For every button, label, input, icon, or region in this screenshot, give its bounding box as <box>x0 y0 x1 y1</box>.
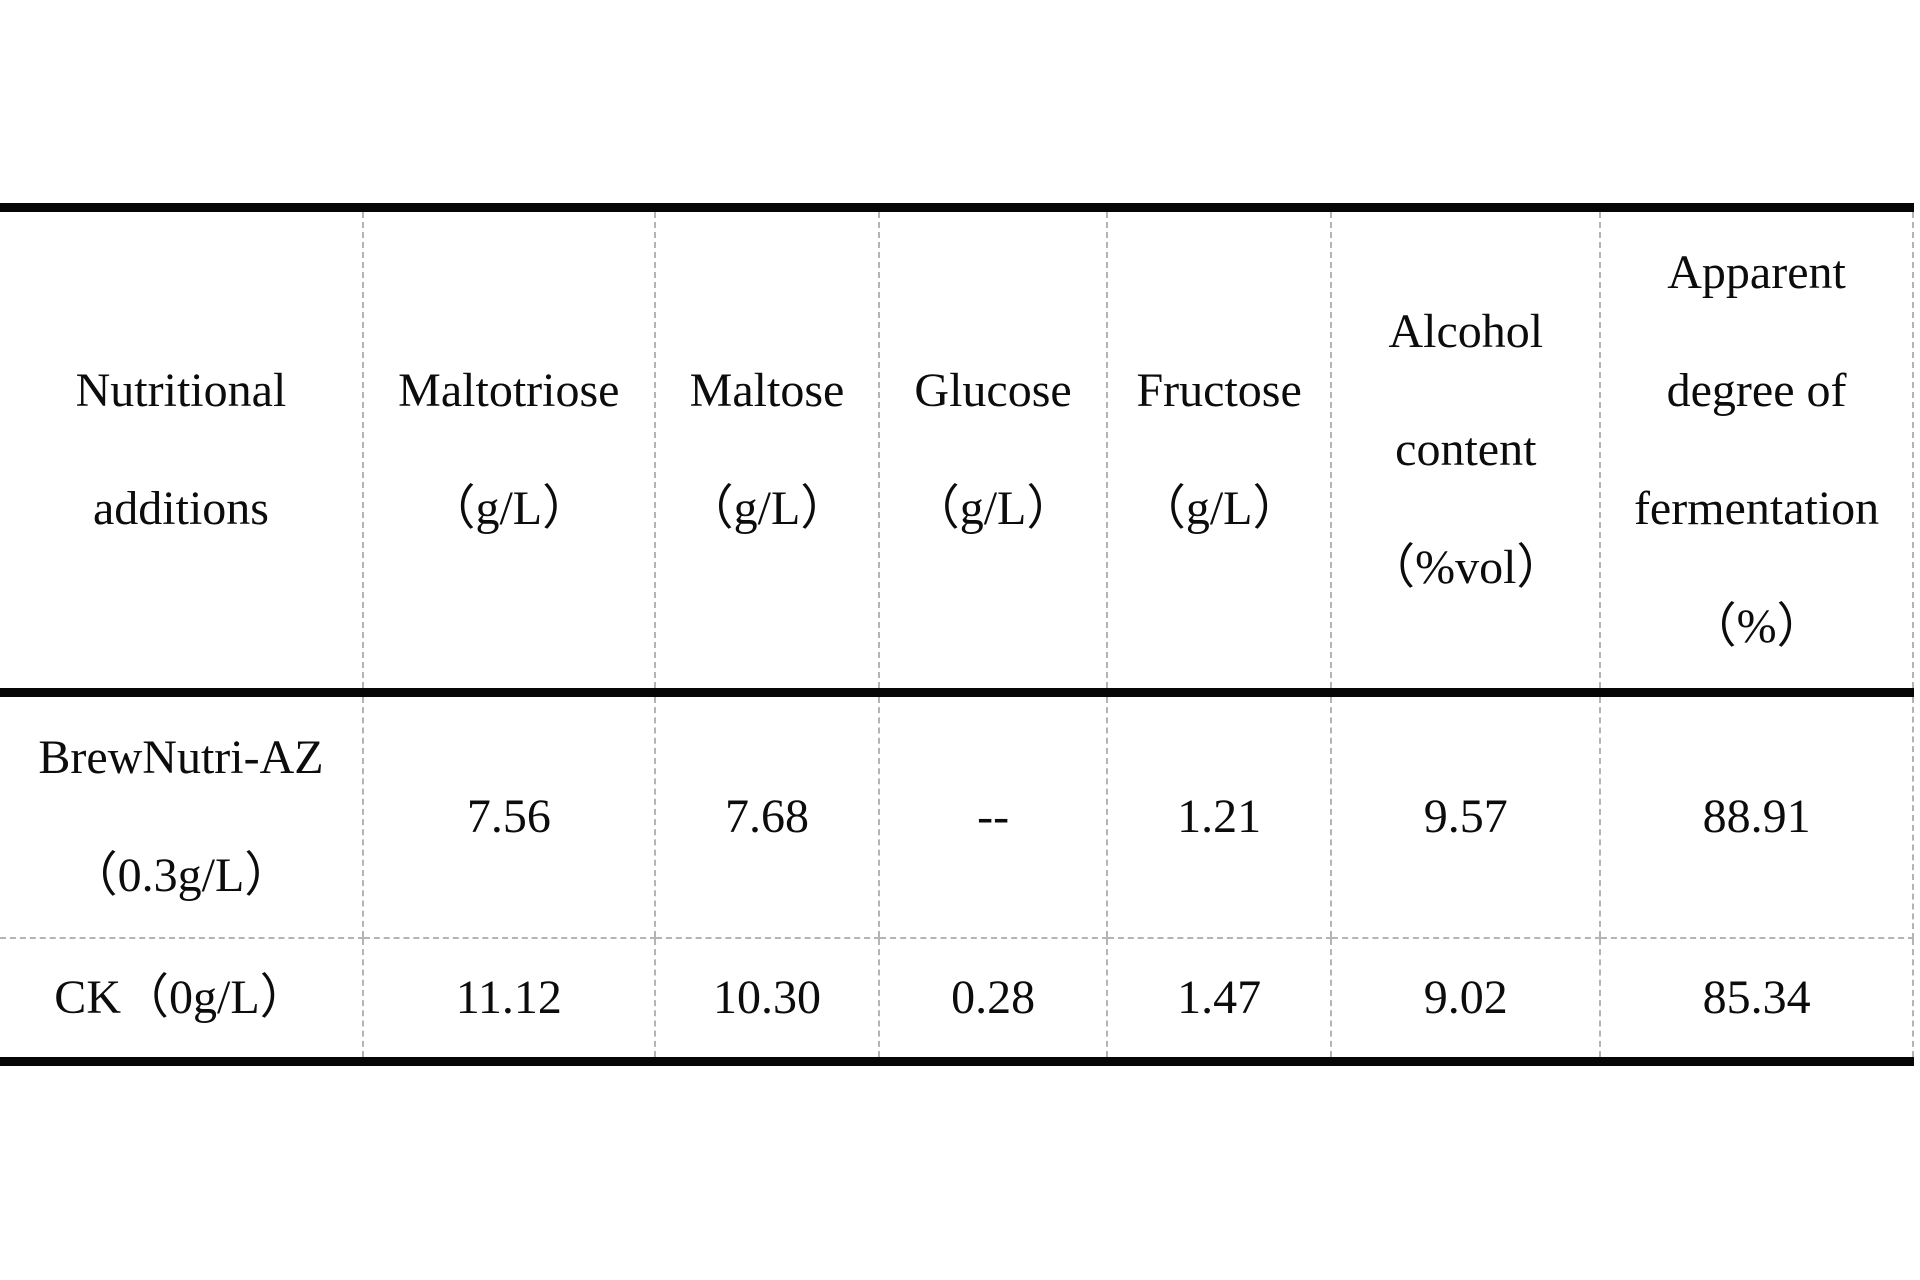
header-cell-alcohol-content: Alcohol content （%vol） <box>1330 207 1601 697</box>
header-row: Nutritional additions Maltotriose （g/L） … <box>0 207 1914 697</box>
header-line: （%） <box>1688 600 1825 653</box>
data-table-container: Nutritional additions Maltotriose （g/L） … <box>0 203 1920 1066</box>
row-label-line: CK（0g/L） <box>54 970 308 1024</box>
cell-glucose-value: -- <box>878 692 1107 939</box>
header-cell-fructose: Fructose （g/L） <box>1105 207 1332 697</box>
cell-glucose-value: 0.28 <box>878 937 1107 1061</box>
row-label-cell: CK（0g/L） <box>0 938 363 1062</box>
header-line: degree of <box>1666 364 1847 417</box>
cell-value: 1.21 <box>1177 789 1262 843</box>
header-cell-maltose: Maltose （g/L） <box>653 207 880 697</box>
header-line: （g/L） <box>1137 482 1301 535</box>
cell-apparent-fermentation-value: 85.34 <box>1599 937 1914 1061</box>
table-row-brewnutri-az: BrewNutri-AZ （0.3g/L） 7.56 7.68 -- 1.21 <box>0 692 1914 939</box>
header-line: fermentation <box>1633 482 1880 535</box>
header-line: Apparent <box>1667 246 1846 299</box>
header-line: Maltotriose <box>398 364 620 417</box>
cell-maltotriose-value: 11.12 <box>361 937 655 1061</box>
header-line: Glucose <box>914 364 1072 417</box>
header-line: （g/L） <box>685 482 849 535</box>
table-header: Nutritional additions Maltotriose （g/L） … <box>0 207 1914 697</box>
header-line: （g/L） <box>911 482 1075 535</box>
cell-alcohol-content-value: 9.02 <box>1330 937 1601 1061</box>
cell-value: 11.12 <box>455 970 562 1024</box>
header-line: Alcohol <box>1388 305 1544 358</box>
header-line: additions <box>92 482 269 535</box>
cell-value: 7.68 <box>724 789 809 843</box>
row-label-line: BrewNutri-AZ <box>38 730 324 784</box>
row-label-cell: BrewNutri-AZ （0.3g/L） <box>0 692 363 939</box>
cell-fructose-value: 1.47 <box>1105 937 1332 1061</box>
cell-value: 9.02 <box>1423 970 1508 1024</box>
header-line: Fructose <box>1136 364 1302 417</box>
cell-value: 9.57 <box>1423 789 1508 843</box>
cell-value: 1.47 <box>1177 970 1262 1024</box>
header-cell-maltotriose: Maltotriose （g/L） <box>361 207 655 697</box>
header-line: （%vol） <box>1367 541 1565 594</box>
cell-value: 7.56 <box>466 789 551 843</box>
cell-value: 88.91 <box>1702 789 1811 843</box>
header-cell-apparent-degree-of-fermentation: Apparent degree of fermentation （%） <box>1599 207 1914 697</box>
row-label-line: （0.3g/L） <box>69 848 293 902</box>
cell-fructose-value: 1.21 <box>1105 692 1332 939</box>
cell-maltose-value: 10.30 <box>653 937 880 1061</box>
cell-value: 85.34 <box>1702 970 1811 1024</box>
cell-maltotriose-value: 7.56 <box>361 692 655 939</box>
nutrition-table: Nutritional additions Maltotriose （g/L） … <box>0 203 1914 1066</box>
table-body: BrewNutri-AZ （0.3g/L） 7.56 7.68 -- 1.21 <box>0 692 1914 1062</box>
header-line: Maltose <box>689 364 845 417</box>
header-cell-glucose: Glucose （g/L） <box>878 207 1107 697</box>
cell-alcohol-content-value: 9.57 <box>1330 692 1601 939</box>
table-row-ck: CK（0g/L） 11.12 10.30 0.28 1.47 <box>0 937 1914 1062</box>
cell-value: -- <box>977 789 1010 843</box>
header-line: content <box>1395 423 1537 476</box>
cell-apparent-fermentation-value: 88.91 <box>1599 692 1914 939</box>
header-line: Nutritional <box>75 364 287 417</box>
cell-value: 10.30 <box>712 970 821 1024</box>
cell-value: 0.28 <box>951 970 1036 1024</box>
header-line: （g/L） <box>427 482 591 535</box>
header-cell-nutritional-additions: Nutritional additions <box>0 207 363 697</box>
cell-maltose-value: 7.68 <box>653 692 880 939</box>
